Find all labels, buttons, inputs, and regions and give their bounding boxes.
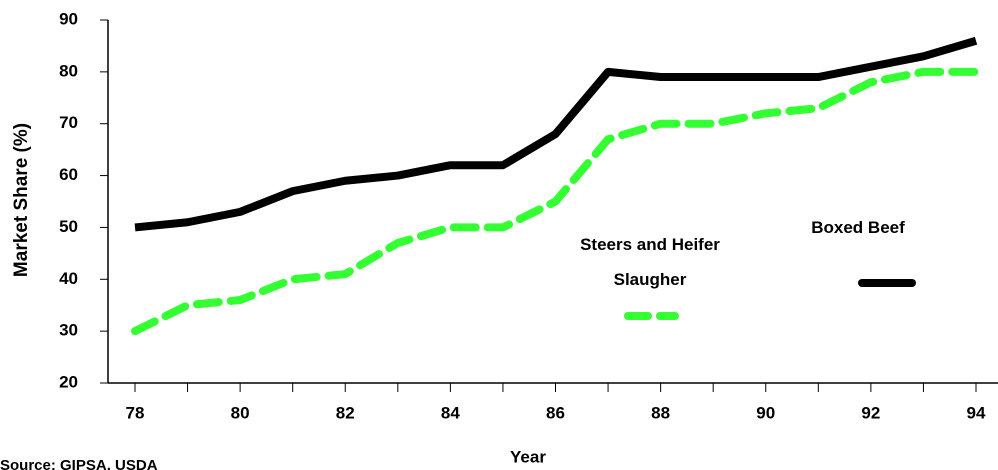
legend-label: Boxed Beef <box>811 218 905 237</box>
x-tick-label: 80 <box>231 403 250 422</box>
x-tick-label: 90 <box>756 403 775 422</box>
source-note: Source: GIPSA, USDA <box>0 457 158 470</box>
y-tick-label: 20 <box>59 372 78 391</box>
y-tick-label: 90 <box>59 9 78 28</box>
x-axis-title: Year <box>510 447 546 466</box>
y-tick-label: 70 <box>59 113 78 132</box>
legend-label-box: Steers and Heifer Slaugher <box>580 235 720 289</box>
x-tick-label: 94 <box>967 403 986 422</box>
y-tick-label: 40 <box>59 269 78 288</box>
y-tick-label: 30 <box>59 321 78 340</box>
legend-label-box: Boxed Beef <box>811 218 905 237</box>
y-tick-label: 80 <box>59 61 78 80</box>
y-axis-title: Market Share (%) <box>11 123 32 277</box>
x-tick-label: 86 <box>546 403 565 422</box>
x-tick-label: 92 <box>861 403 880 422</box>
data-line <box>134 36 978 232</box>
x-tick-label: 78 <box>126 403 145 422</box>
y-tick-label: 50 <box>59 217 78 236</box>
x-tick-label: 84 <box>441 403 460 422</box>
y-tick-label: 60 <box>59 165 78 184</box>
data-line <box>131 67 980 336</box>
x-tick-label: 88 <box>651 403 670 422</box>
legend-label: Steers and Heifer Slaugher <box>580 235 720 289</box>
x-tick-label: 82 <box>336 403 355 422</box>
